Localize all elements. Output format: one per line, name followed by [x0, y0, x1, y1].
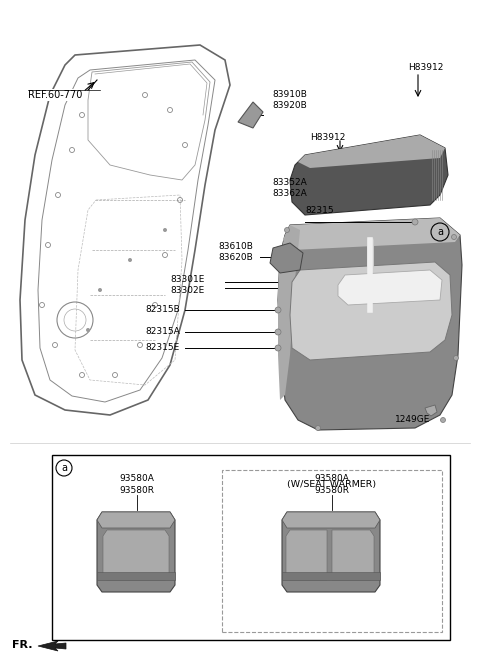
Circle shape — [452, 235, 456, 240]
Circle shape — [128, 258, 132, 262]
Polygon shape — [290, 135, 448, 215]
Polygon shape — [290, 262, 452, 360]
Polygon shape — [286, 530, 327, 580]
Text: 83352A
83362A: 83352A 83362A — [272, 177, 307, 198]
Polygon shape — [278, 225, 300, 400]
Bar — [282, 572, 380, 580]
Text: 93580A
93580R: 93580A 93580R — [120, 474, 155, 495]
Polygon shape — [282, 512, 380, 592]
Text: a: a — [437, 227, 443, 237]
Polygon shape — [338, 270, 442, 305]
Polygon shape — [270, 243, 303, 273]
Text: H83912: H83912 — [310, 133, 346, 143]
Circle shape — [86, 328, 90, 332]
Polygon shape — [278, 218, 462, 430]
Text: 83610B
83620B: 83610B 83620B — [218, 242, 253, 262]
Text: a: a — [61, 463, 67, 473]
Polygon shape — [298, 135, 445, 168]
Circle shape — [163, 228, 167, 232]
Circle shape — [454, 355, 458, 361]
Polygon shape — [282, 512, 380, 528]
Circle shape — [275, 329, 281, 335]
Circle shape — [275, 345, 281, 351]
Text: 82315: 82315 — [305, 206, 334, 215]
Text: 82315A: 82315A — [145, 327, 180, 336]
Text: 82315E: 82315E — [146, 344, 180, 353]
Polygon shape — [103, 530, 169, 580]
Polygon shape — [97, 512, 175, 592]
Text: H83912: H83912 — [408, 64, 444, 72]
Polygon shape — [238, 102, 263, 128]
Text: 1249GE: 1249GE — [395, 415, 431, 424]
Text: (W/SEAT WARMER): (W/SEAT WARMER) — [288, 480, 377, 489]
Circle shape — [98, 288, 102, 292]
Text: 82315B: 82315B — [145, 306, 180, 315]
Circle shape — [275, 307, 281, 313]
Text: FR.: FR. — [12, 640, 33, 650]
Polygon shape — [332, 530, 374, 580]
Circle shape — [441, 417, 445, 422]
Polygon shape — [97, 512, 175, 528]
Bar — [97, 572, 175, 580]
Bar — [222, 470, 442, 632]
Circle shape — [315, 426, 321, 430]
Text: 83910B
83920B: 83910B 83920B — [272, 89, 307, 110]
Polygon shape — [38, 641, 66, 651]
Text: REF.60-770: REF.60-770 — [28, 90, 83, 100]
Circle shape — [412, 219, 418, 225]
Circle shape — [285, 227, 289, 233]
Polygon shape — [283, 218, 460, 250]
Polygon shape — [425, 405, 437, 416]
Text: 93580A
93580R: 93580A 93580R — [314, 474, 349, 495]
Bar — [52, 455, 450, 640]
Text: 83301E
83302E: 83301E 83302E — [170, 275, 204, 296]
